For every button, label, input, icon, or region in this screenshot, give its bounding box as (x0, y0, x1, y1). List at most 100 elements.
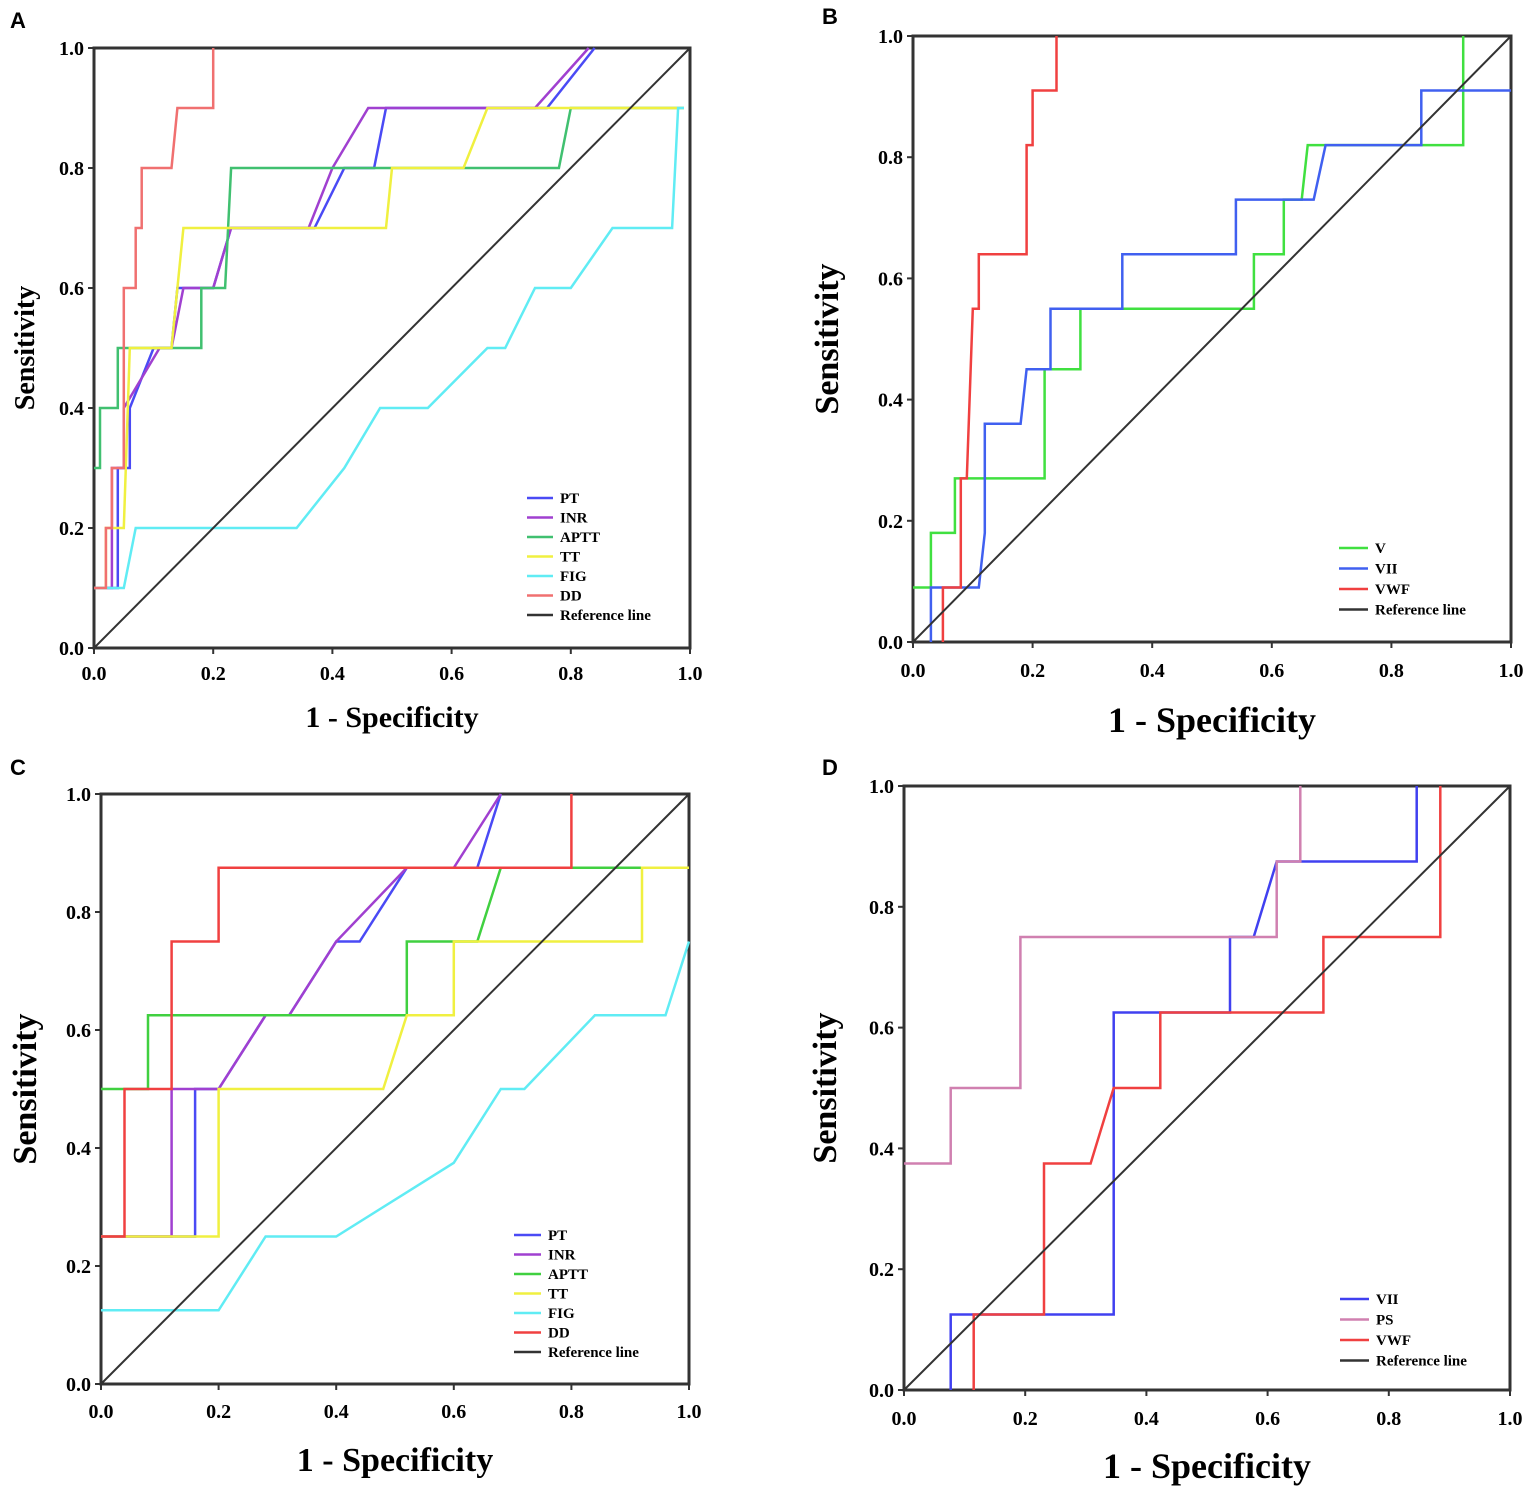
legend-label: FIG (548, 1306, 575, 1322)
legend: PT INR APTT TT FIG DD Reference line (527, 491, 651, 624)
x-tick-label: 1.0 (1499, 660, 1524, 682)
y-tick-label: 0.4 (59, 398, 84, 420)
series-line-dd (94, 48, 215, 590)
panel-letter: D (822, 755, 838, 780)
series-line-tt (101, 866, 689, 1238)
legend-label: TT (560, 550, 580, 566)
x-axis-title: 1 - Specificity (1103, 1446, 1311, 1486)
legend-label: Reference line (548, 1345, 639, 1361)
x-tick-label: 0.4 (320, 663, 345, 685)
series-line-aptt (94, 106, 684, 470)
panel-letter: B (822, 4, 838, 29)
legend-label: VII (1376, 1292, 1399, 1308)
x-tick-label: 0.2 (1013, 1408, 1038, 1430)
legend-label: VII (1375, 562, 1398, 578)
x-tick-label: 0.8 (559, 1401, 584, 1423)
x-tick-label: 0.2 (1020, 660, 1045, 682)
y-tick-label: 1.0 (869, 776, 894, 798)
y-tick-label: 0.6 (66, 1020, 91, 1042)
x-tick-label: 1.0 (678, 663, 703, 685)
legend-label: TT (548, 1287, 568, 1303)
legend: VII PS VWF Reference line (1340, 1292, 1467, 1370)
series-line-reference-line (903, 785, 1511, 1391)
x-tick-label: 1.0 (677, 1401, 702, 1423)
x-tick-label: 0.8 (1379, 660, 1404, 682)
series-line-inr (94, 47, 590, 590)
legend: V VII VWF Reference line (1339, 541, 1466, 619)
y-tick-label: 0.6 (59, 278, 84, 300)
legend-label: FIG (560, 569, 587, 585)
x-tick-label: 0.6 (441, 1401, 466, 1423)
y-tick-label: 0.8 (878, 147, 903, 169)
series-line-v (913, 36, 1465, 589)
legend-label: VWF (1376, 1333, 1411, 1349)
y-tick-label: 0.6 (869, 1018, 894, 1040)
x-tick-label: 0.8 (558, 663, 583, 685)
y-tick-label: 1.0 (66, 784, 91, 806)
legend-label: PT (548, 1228, 567, 1244)
panel-b: B 0.0 0.2 0.4 0.6 0.8 1.0 0.0 0.2 0.4 0.6 0.8 1.0 1 -… (809, 4, 1524, 740)
y-tick-label: 0.8 (869, 897, 894, 919)
y-tick-label: 0.2 (66, 1256, 91, 1278)
x-tick-label: 0.0 (901, 660, 926, 682)
x-tick-label: 0.4 (324, 1401, 349, 1423)
legend-label: V (1375, 541, 1386, 557)
x-tick-label: 0.0 (892, 1408, 917, 1430)
series-line-reference-line (912, 35, 1512, 643)
legend-label: DD (560, 589, 582, 605)
y-tick-label: 0.6 (878, 268, 903, 290)
legend-label: APTT (560, 530, 600, 546)
y-tick-label: 1.0 (59, 38, 84, 60)
y-tick-label: 0.8 (66, 902, 91, 924)
series-line-dd (101, 794, 573, 1238)
series-line-fig (101, 941, 691, 1312)
series-line-reference-line (93, 47, 691, 649)
plot-frame (902, 784, 1512, 1392)
x-axis-title: 1 - Specificity (297, 1442, 493, 1479)
series-line-vwf (972, 786, 1442, 1390)
x-tick-label: 1.0 (1498, 1408, 1523, 1430)
y-tick-label: 0.4 (66, 1138, 91, 1160)
legend-label: Reference line (1375, 603, 1466, 619)
x-axis-title: 1 - Specificity (305, 701, 478, 734)
series-line-reference-line (100, 793, 690, 1385)
series-line-aptt (101, 866, 689, 1091)
x-tick-label: 0.2 (201, 663, 226, 685)
legend: PT INR APTT TT FIG DD Reference line (514, 1228, 639, 1361)
y-tick-label: 0.0 (878, 632, 903, 654)
legend-label: DD (548, 1326, 570, 1342)
x-tick-label: 0.0 (82, 663, 107, 685)
y-tick-label: 0.0 (869, 1380, 894, 1402)
x-tick-label: 0.8 (1376, 1408, 1401, 1430)
legend-label: Reference line (1376, 1354, 1467, 1370)
panel-letter: A (10, 8, 26, 33)
y-tick-label: 0.2 (59, 518, 84, 540)
legend-label: PT (560, 491, 579, 507)
y-tick-label: 0.2 (878, 511, 903, 533)
x-axis-title: 1 - Specificity (1108, 700, 1316, 740)
legend-label: Reference line (560, 608, 651, 624)
y-tick-label: 0.4 (869, 1138, 894, 1160)
x-tick-label: 0.6 (439, 663, 464, 685)
legend-label: APTT (548, 1267, 588, 1283)
panel-a: A 0.0 0.2 0.4 0.6 0.8 1.0 0.0 0.2 0.4 0.6 0.8 1.0 1 -… (10, 8, 703, 734)
panel-d: D 0.0 0.2 0.4 0.6 0.8 1.0 0.0 0.2 0.4 0.6 0.8 1.0 1 -… (807, 755, 1523, 1486)
y-tick-label: 1.0 (878, 26, 903, 48)
legend-label: VWF (1375, 582, 1410, 598)
plot-frame (92, 46, 692, 650)
y-axis-title: Sensitivity (807, 1012, 844, 1163)
series-line-vwf (941, 36, 1058, 642)
panel-letter: C (10, 755, 26, 780)
series-line-vii (929, 89, 1511, 642)
series-line-ps (904, 786, 1302, 1165)
y-axis-title: Sensitivity (7, 1013, 44, 1164)
x-tick-label: 0.4 (1140, 660, 1165, 682)
y-tick-label: 0.2 (869, 1259, 894, 1281)
y-tick-label: 0.0 (66, 1374, 91, 1396)
y-tick-label: 0.4 (878, 390, 903, 412)
x-tick-label: 0.2 (206, 1401, 231, 1423)
series-line-fig (94, 106, 684, 590)
y-tick-label: 0.8 (59, 158, 84, 180)
x-tick-label: 0.6 (1259, 660, 1284, 682)
